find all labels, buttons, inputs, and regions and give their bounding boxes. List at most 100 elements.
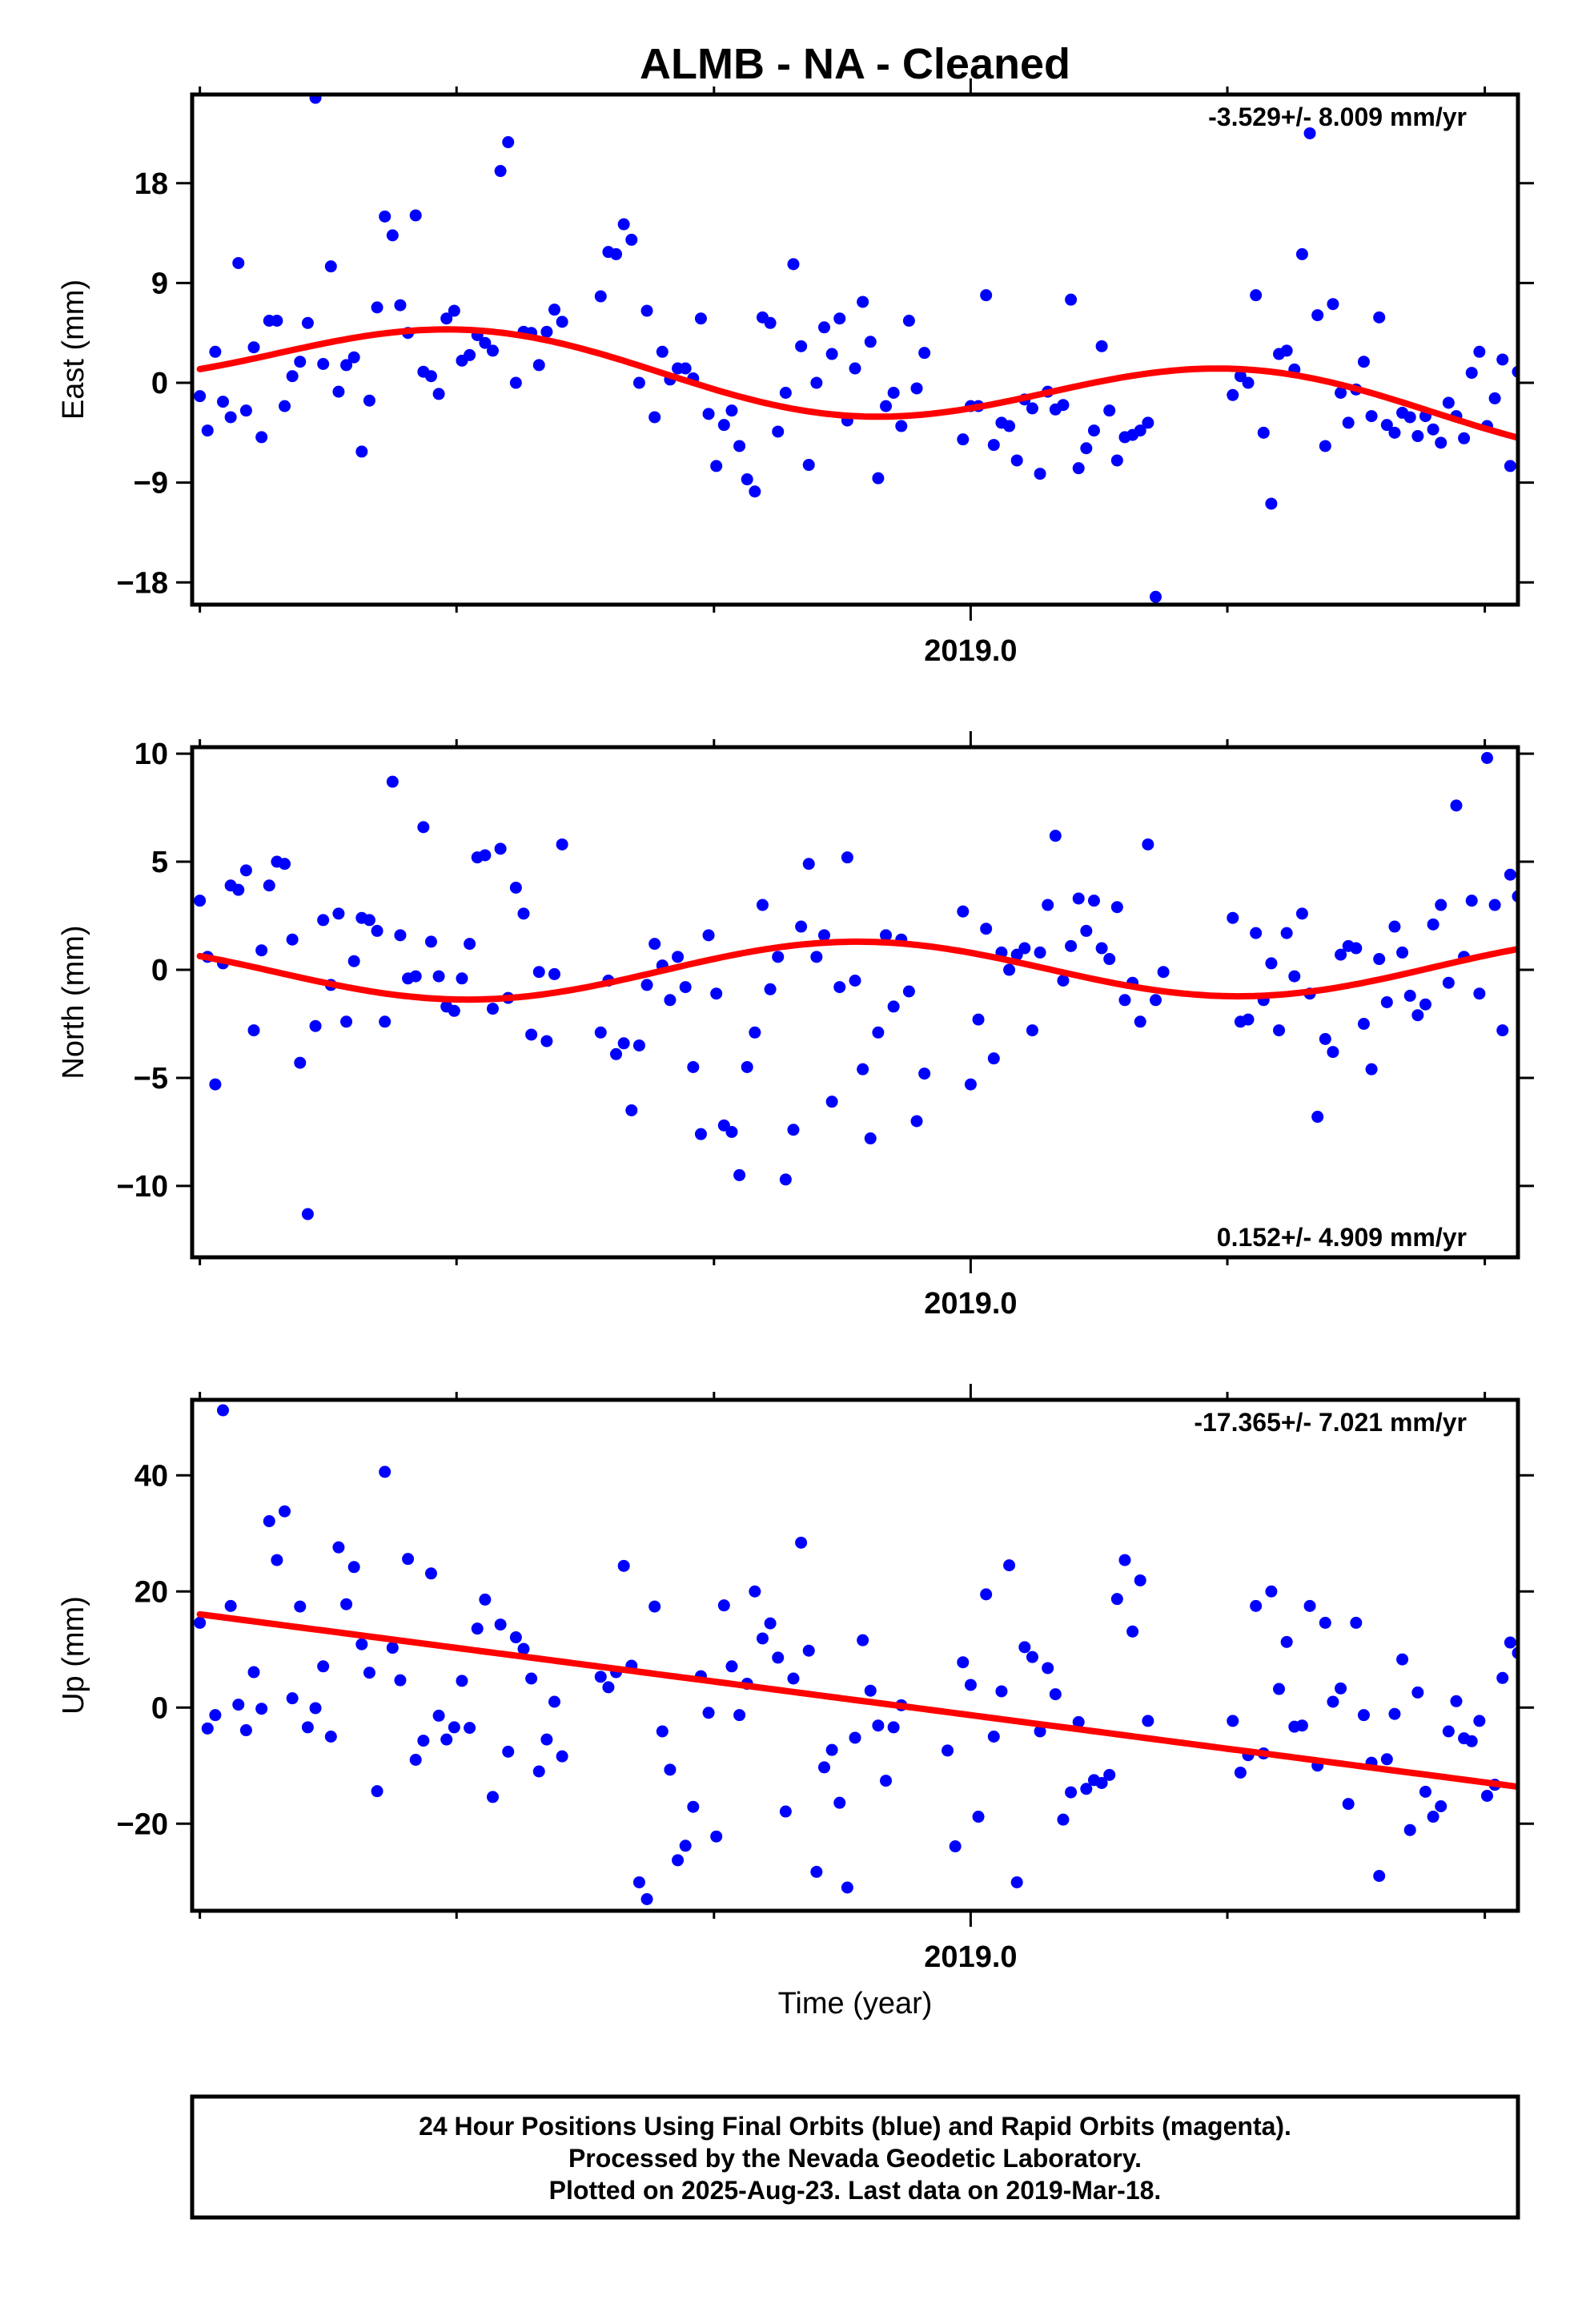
data-point <box>1134 1574 1146 1586</box>
data-point <box>648 411 661 424</box>
data-point <box>263 1515 275 1528</box>
data-point <box>502 1745 515 1758</box>
data-point <box>617 1037 630 1050</box>
data-point <box>332 385 345 398</box>
data-point <box>1026 1024 1038 1037</box>
data-point <box>764 316 777 329</box>
y-tick-label: 18 <box>135 167 168 201</box>
data-point <box>379 1015 391 1028</box>
data-point <box>1049 830 1062 842</box>
data-point <box>1273 1024 1286 1037</box>
data-point <box>1095 1777 1108 1789</box>
data-point <box>810 951 823 963</box>
data-point <box>1458 432 1471 444</box>
data-point <box>772 425 785 438</box>
trend-line <box>196 938 1518 1003</box>
data-point <box>347 1561 360 1574</box>
data-point <box>1003 1559 1016 1572</box>
data-point <box>440 312 453 325</box>
data-point <box>509 881 522 894</box>
x-tick-label: 2019.0 <box>924 634 1017 668</box>
data-point <box>532 966 545 979</box>
data-point <box>1273 1683 1286 1695</box>
data-point <box>279 1505 291 1518</box>
data-point <box>957 905 970 918</box>
data-point <box>725 1660 738 1673</box>
data-point <box>371 1785 383 1798</box>
data-point <box>294 356 307 368</box>
data-point <box>1520 878 1532 890</box>
data-point <box>825 1743 838 1756</box>
data-point <box>880 1775 893 1787</box>
data-point <box>1419 998 1431 1011</box>
data-point <box>1388 426 1401 439</box>
data-point <box>1388 920 1401 933</box>
data-point <box>239 864 252 877</box>
data-point <box>1427 1811 1439 1823</box>
data-point <box>386 1642 399 1655</box>
data-point <box>1427 918 1439 931</box>
data-point <box>340 359 353 372</box>
data-point <box>1535 990 1547 1002</box>
data-point <box>556 316 568 328</box>
data-point <box>1403 989 1416 1002</box>
data-point <box>525 1028 538 1041</box>
data-point <box>625 233 638 246</box>
data-point <box>1034 468 1046 480</box>
data-point <box>239 404 252 417</box>
data-point <box>779 1173 792 1186</box>
data-point <box>795 340 808 352</box>
data-point <box>1010 454 1023 467</box>
data-point <box>772 951 785 963</box>
data-point <box>887 1721 900 1734</box>
data-point <box>857 1634 869 1647</box>
data-point <box>379 210 391 223</box>
footer-line-1: 24 Hour Positions Using Final Orbits (bl… <box>419 2112 1291 2141</box>
data-point <box>502 136 515 149</box>
data-point <box>1018 942 1031 955</box>
data-point <box>1357 1017 1370 1030</box>
plot-frame <box>190 1397 1520 1913</box>
data-point <box>1528 806 1540 818</box>
data-point <box>1157 966 1170 979</box>
data-point <box>294 1600 307 1613</box>
data-point <box>942 1744 954 1757</box>
data-point <box>440 1733 453 1746</box>
data-point <box>294 1056 307 1069</box>
data-point <box>640 1893 653 1905</box>
data-point <box>987 439 1000 452</box>
data-point <box>232 883 245 896</box>
data-point <box>1350 942 1363 955</box>
data-point <box>864 1132 877 1145</box>
data-point <box>702 1707 715 1719</box>
data-point <box>857 296 869 308</box>
data-point <box>679 362 692 375</box>
data-point <box>1142 1715 1154 1727</box>
data-point <box>887 387 900 400</box>
data-point <box>379 1466 391 1478</box>
data-point <box>1365 410 1378 423</box>
data-point <box>1042 1662 1054 1675</box>
data-point <box>1327 1046 1339 1059</box>
data-point <box>833 312 846 325</box>
data-point <box>648 1600 661 1613</box>
data-point <box>247 1024 260 1037</box>
data-point <box>1018 1641 1031 1654</box>
data-point <box>972 1811 985 1823</box>
data-point <box>795 1536 808 1549</box>
data-point <box>548 967 561 980</box>
data-point <box>340 1015 353 1028</box>
data-point <box>363 1667 375 1679</box>
data-point <box>286 1692 299 1705</box>
data-point <box>317 914 330 927</box>
y-tick-label: 0 <box>151 367 168 400</box>
y-tick-label: −10 <box>117 1170 168 1204</box>
data-point <box>602 1681 615 1694</box>
data-point <box>817 1761 830 1774</box>
data-point <box>1396 946 1409 959</box>
data-point <box>1072 892 1085 905</box>
data-point <box>301 316 314 329</box>
data-point <box>1311 1111 1324 1124</box>
data-point <box>1110 454 1123 467</box>
data-point <box>448 1004 460 1017</box>
